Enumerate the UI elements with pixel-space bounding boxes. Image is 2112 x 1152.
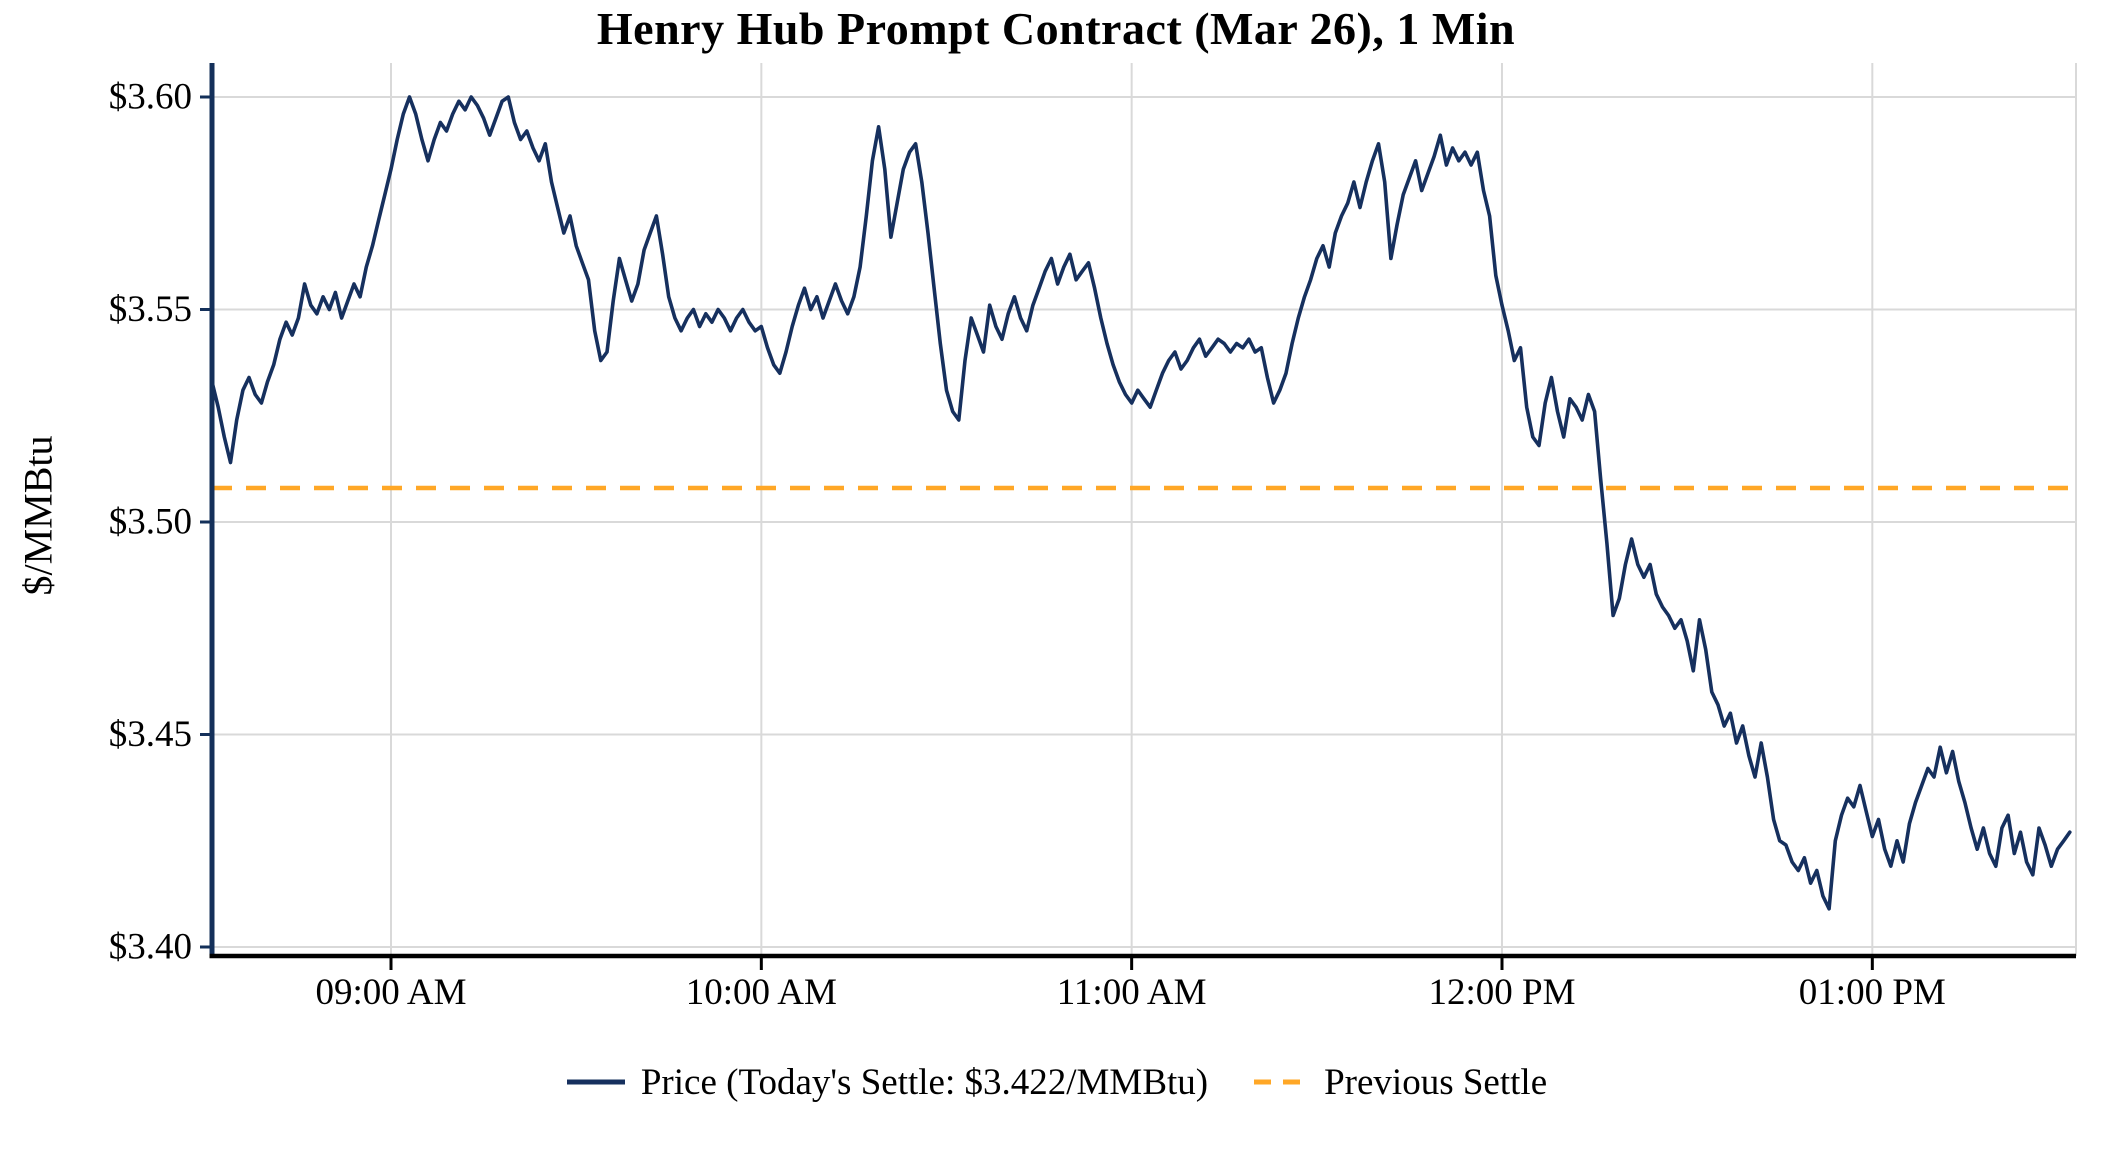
y-tick-label: $3.40 [109, 927, 192, 968]
legend-previous-settle-label: Previous Settle [1324, 1061, 1548, 1103]
legend-item-price: Price (Today's Settle: $3.422/MMBtu) [565, 1061, 1208, 1104]
y-tick-label: $3.45 [109, 714, 192, 755]
x-tick-label: 10:00 AM [686, 972, 837, 1013]
chart-title: Henry Hub Prompt Contract (Mar 26), 1 Mi… [596, 3, 1516, 54]
price-line [210, 95, 2072, 911]
y-axis-label: $/MMBtu [15, 435, 61, 596]
x-tick-label: 11:00 AM [1057, 972, 1207, 1013]
x-tick-label: 12:00 PM [1428, 972, 1575, 1013]
y-tick-label: $3.60 [109, 77, 192, 118]
legend-price-label: Price (Today's Settle: $3.422/MMBtu) [640, 1061, 1209, 1103]
legend-item-previous-settle: Previous Settle [1252, 1061, 1547, 1104]
x-tick-label: 09:00 AM [315, 972, 466, 1013]
chart-legend: Price (Today's Settle: $3.422/MMBtu) Pre… [0, 1056, 2112, 1108]
previous-settle-swatch [1254, 1079, 1309, 1085]
x-tick-label: 01:00 PM [1799, 972, 1946, 1013]
y-tick-label: $3.50 [109, 502, 192, 543]
y-tick-label: $3.55 [109, 289, 192, 330]
price-line-swatch [566, 1079, 625, 1085]
